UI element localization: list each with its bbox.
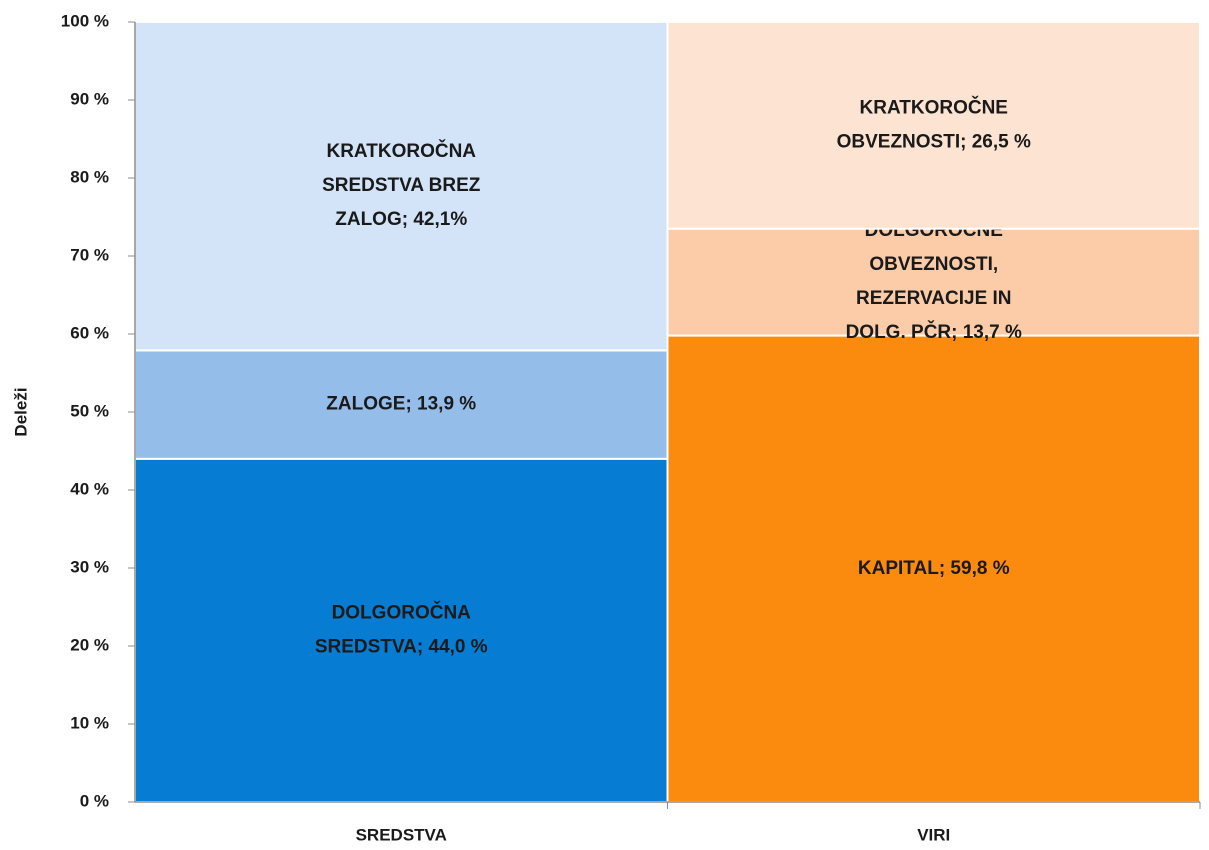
data-label: KAPITAL; 59,8 % <box>858 558 1010 579</box>
bar-segment <box>666 334 1201 803</box>
y-tick-label: 30 % <box>70 557 109 576</box>
y-tick-label: 80 % <box>70 167 109 186</box>
data-label: ZALOGE; 13,9 % <box>326 394 476 415</box>
data-label: DOLGOROČNE OBVEZNOSTI, REZERVACIJE IN DOLG.… <box>846 219 1022 343</box>
x-tick-label: SREDSTVA <box>356 825 447 844</box>
data-label: DOLGOROČNA SREDSTVA; 44,0 % <box>315 601 488 657</box>
bar-segment <box>666 227 1201 337</box>
data-label: KRATKOROČNE OBVEZNOSTI; 26,5 % <box>837 96 1031 152</box>
y-tick-label: 20 % <box>70 635 109 654</box>
y-tick-label: 60 % <box>70 323 109 342</box>
y-tick-label: 0 % <box>80 791 109 810</box>
x-tick-label: VIRI <box>917 825 950 844</box>
bar-segment <box>666 21 1201 230</box>
bar-segment <box>134 457 669 803</box>
data-label: KRATKOROČNA SREDSTVA BREZ ZALOG; 42,1% <box>322 140 481 230</box>
y-tick-label: 70 % <box>70 245 109 264</box>
y-tick-label: 100 % <box>61 11 109 30</box>
bar-segment <box>134 349 669 460</box>
y-tick-label: 10 % <box>70 713 109 732</box>
y-tick-label: 50 % <box>70 401 109 420</box>
y-axis-label: Deleži <box>11 387 30 436</box>
y-tick-label: 90 % <box>70 89 109 108</box>
y-tick-label: 40 % <box>70 479 109 498</box>
